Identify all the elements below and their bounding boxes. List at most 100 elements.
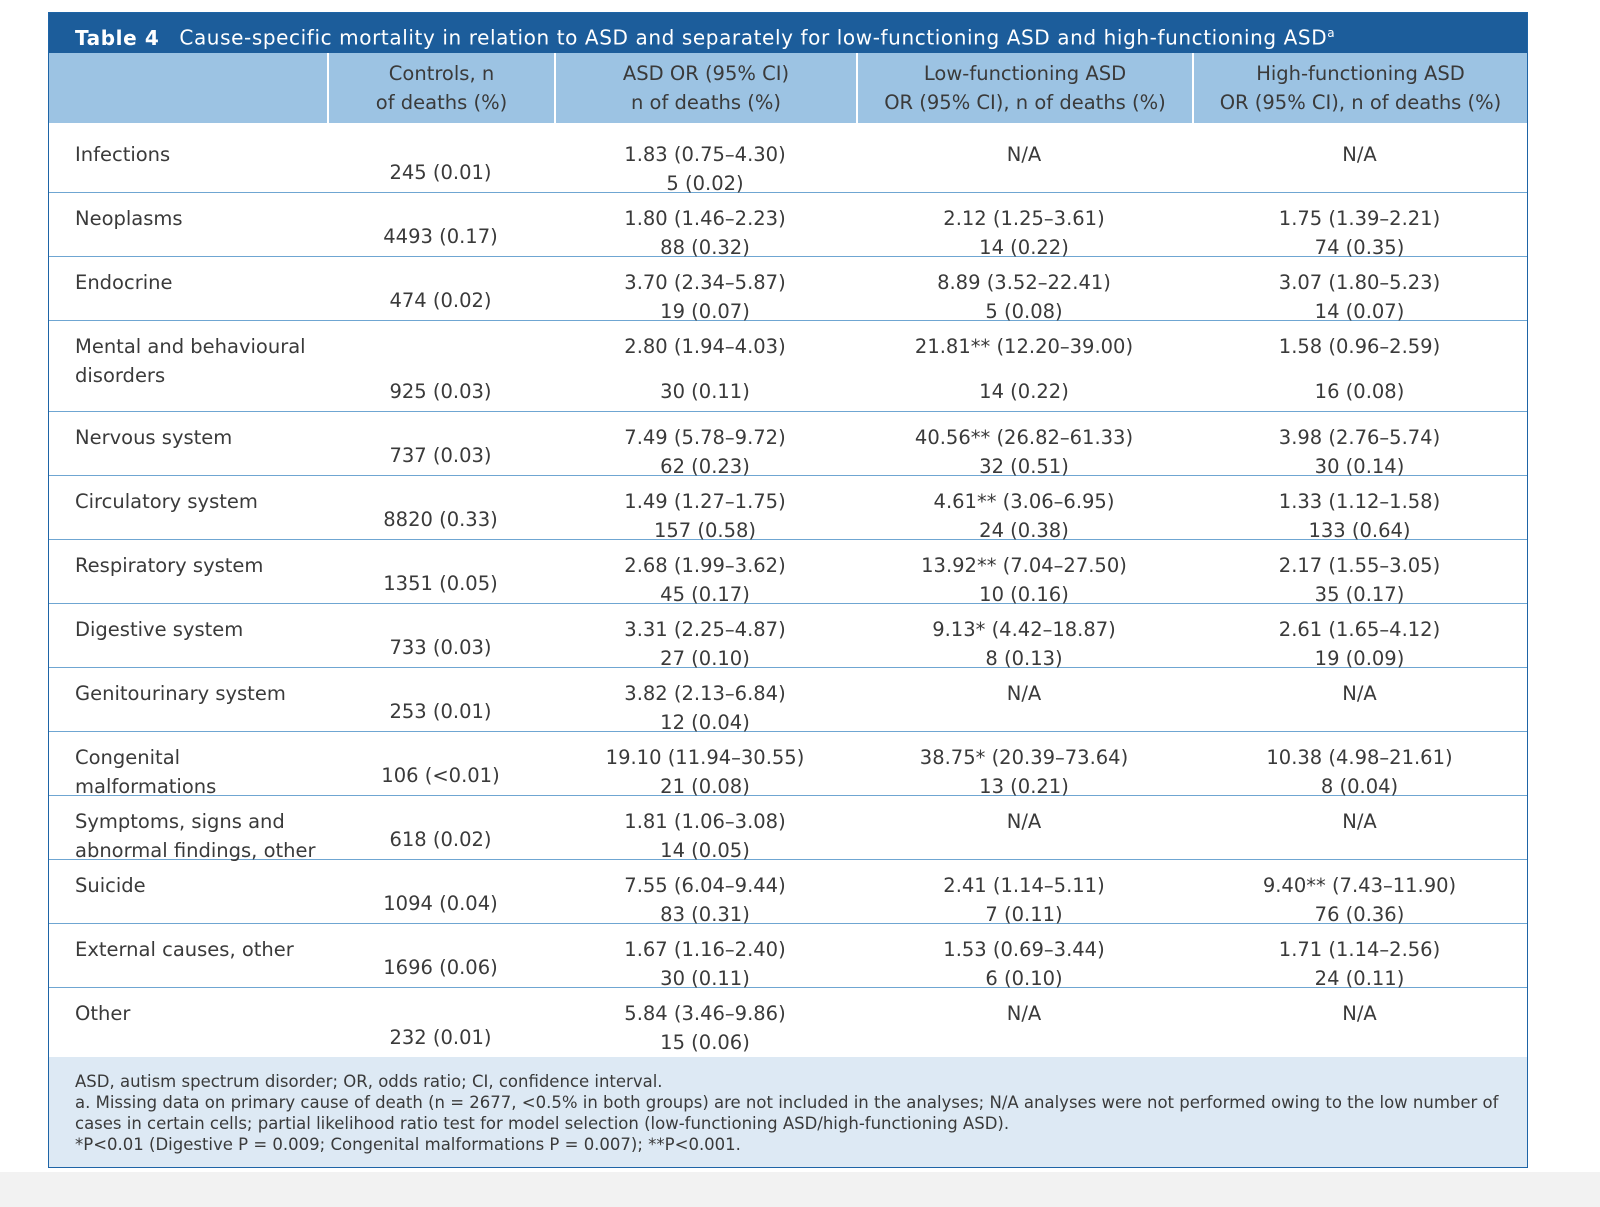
asd-value: 3.70 (2.34–5.87) (624, 271, 786, 294)
controls-cell: 1696 (0.06) (327, 924, 554, 987)
high-value: 1.75 (1.39–2.21) (1278, 207, 1441, 230)
header-cell: High-functioning ASD OR (95% CI), n of de… (1192, 53, 1527, 123)
low-cell: N/A (856, 796, 1192, 859)
low-value: 1.53 (0.69–3.44) (943, 938, 1105, 961)
table-label: Table 4 (75, 25, 160, 50)
asd-value: 27 (0.10) (660, 647, 750, 670)
asd-cell: 2.68 (1.99–3.62) 45 (0.17) (554, 540, 856, 606)
cause-label: Suicide (75, 874, 146, 897)
cause-cell: Infections (49, 129, 327, 192)
table-row: Neoplasms 4493 (0.17) 1.80 (1.46–2.23) 88 (… (49, 193, 1527, 259)
asd-value: 12 (0.04) (660, 711, 750, 734)
cause-cell: Neoplasms (49, 193, 327, 256)
table-title: Cause-specific mortality in relation to … (179, 25, 1328, 50)
table-row: Symptoms, signs and abnormal findings, ot… (49, 796, 1527, 862)
high-value: 76 (0.36) (1314, 903, 1405, 926)
high-cell: N/A (1192, 129, 1527, 192)
cause-cell: External causes, other (49, 924, 327, 987)
high-value: N/A (1342, 143, 1377, 166)
asd-cell: 2.80 (1.94–4.03) 30 (0.11) (554, 321, 856, 411)
table-row: Nervous system 737 (0.03) 7.49 (5.78–9.72)… (49, 412, 1527, 478)
high-value: 24 (0.11) (1314, 967, 1405, 990)
table-row: Endocrine 474 (0.02) 3.70 (2.34–5.87) 19 (0… (49, 257, 1527, 323)
controls-value: 1351 (0.05) (383, 572, 498, 595)
high-value: 14 (0.07) (1314, 300, 1405, 323)
low-value: 8.89 (3.52–22.41) (937, 271, 1111, 294)
table-row: Circulatory system 8820 (0.33) 1.49 (1.27–… (49, 476, 1527, 542)
low-value: 10 (0.16) (979, 583, 1069, 606)
low-value: 13.92** (7.04–27.50) (921, 554, 1127, 577)
asd-value: 15 (0.06) (660, 1031, 750, 1054)
asd-cell: 1.83 (0.75–4.30) 5 (0.02) (554, 129, 856, 195)
controls-cell: 733 (0.03) (327, 604, 554, 667)
footnote: a. Missing data on primary cause of deat… (75, 1093, 1499, 1133)
controls-value: 1696 (0.06) (383, 956, 498, 979)
asd-value: 19.10 (11.94–30.55) (605, 746, 805, 769)
controls-cell: 232 (0.01) (327, 988, 554, 1057)
cause-label: Neoplasms (75, 207, 183, 230)
low-value: 4.61** (3.06–6.95) (933, 490, 1115, 513)
asd-value: 3.82 (2.13–6.84) (624, 682, 786, 705)
high-value: 9.40** (7.43–11.90) (1262, 874, 1457, 897)
low-value: 32 (0.51) (979, 455, 1069, 478)
asd-value: 14 (0.05) (660, 839, 750, 862)
title-note: a (1327, 26, 1336, 40)
asd-value: 2.80 (1.94–4.03) (624, 335, 786, 358)
high-value: N/A (1342, 810, 1377, 833)
high-cell: 9.40** (7.43–11.90) 76 (0.36) (1192, 860, 1527, 926)
title-bar: Table 4 Cause-specific mortality in relat… (49, 13, 1527, 53)
controls-cell: 737 (0.03) (327, 412, 554, 475)
asd-value: 157 (0.58) (653, 519, 757, 542)
cause-cell: Respiratory system (49, 540, 327, 603)
footnote: *P<0.01 (Digestive P = 0.009; Congenital… (75, 1135, 741, 1154)
asd-value: 5 (0.02) (666, 172, 744, 195)
high-cell: 1.58 (0.96–2.59) 16 (0.08) (1192, 321, 1527, 411)
controls-value: 245 (0.01) (389, 161, 492, 184)
table-row: Infections 245 (0.01) 1.83 (0.75–4.30) 5 (0… (49, 123, 1527, 195)
header-text: OR (95% CI), n of deaths (%) (1219, 91, 1502, 114)
high-cell: 2.17 (1.55–3.05) 35 (0.17) (1192, 540, 1527, 606)
low-cell: 1.53 (0.69–3.44) 6 (0.10) (856, 924, 1192, 990)
low-value: 5 (0.08) (985, 300, 1063, 323)
cause-label: Digestive system (75, 618, 244, 641)
controls-cell: 1351 (0.05) (327, 540, 554, 603)
controls-value: 925 (0.03) (389, 380, 492, 403)
high-value: 2.17 (1.55–3.05) (1278, 554, 1441, 577)
controls-cell: 253 (0.01) (327, 668, 554, 731)
cause-cell: Digestive system (49, 604, 327, 667)
high-value: 1.33 (1.12–1.58) (1278, 490, 1441, 513)
low-cell: 4.61** (3.06–6.95) 24 (0.38) (856, 476, 1192, 542)
cause-cell: Genitourinary system (49, 668, 327, 731)
controls-cell: 4493 (0.17) (327, 193, 554, 256)
high-value: 35 (0.17) (1314, 583, 1405, 606)
low-value: 9.13* (4.42–18.87) (932, 618, 1116, 641)
controls-value: 253 (0.01) (389, 700, 492, 723)
cause-label: Circulatory system (75, 490, 258, 513)
header-text: ASD OR (95% CI) (622, 62, 790, 85)
controls-value: 618 (0.02) (389, 828, 492, 851)
table: Table 4 Cause-specific mortality in relat… (48, 12, 1528, 1168)
table-row: Congenital malformations 106 (<0.01) 19.10… (49, 732, 1527, 798)
high-value: 10.38 (4.98–21.61) (1266, 746, 1453, 769)
low-value: 2.12 (1.25–3.61) (943, 207, 1105, 230)
low-cell: 40.56** (26.82–61.33) 32 (0.51) (856, 412, 1192, 478)
asd-cell: 1.80 (1.46–2.23) 88 (0.32) (554, 193, 856, 259)
cause-cell: Other (49, 988, 327, 1057)
cause-cell: Endocrine (49, 257, 327, 320)
asd-cell: 5.84 (3.46–9.86) 15 (0.06) (554, 988, 856, 1057)
high-value: 8 (0.04) (1320, 775, 1399, 798)
header-text: Low-functioning ASD (923, 62, 1127, 85)
controls-cell: 925 (0.03) (327, 321, 554, 411)
cause-cell: Symptoms, signs and abnormal findings, ot… (49, 796, 327, 862)
asd-cell: 3.70 (2.34–5.87) 19 (0.07) (554, 257, 856, 323)
controls-value: 1094 (0.04) (383, 892, 498, 915)
header-text: Controls, n (388, 62, 495, 85)
low-value: N/A (1006, 143, 1042, 166)
cause-label: Endocrine (75, 271, 173, 294)
cause-label: Respiratory system (75, 554, 264, 577)
asd-cell: 19.10 (11.94–30.55) 21 (0.08) (554, 732, 856, 798)
low-value: 14 (0.22) (979, 236, 1069, 259)
asd-value: 1.67 (1.16–2.40) (624, 938, 786, 961)
low-value: N/A (1006, 1002, 1042, 1025)
